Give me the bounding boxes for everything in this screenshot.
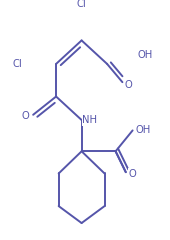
Text: O: O [128, 169, 136, 179]
Text: O: O [22, 111, 30, 121]
Text: Cl: Cl [77, 0, 87, 9]
Text: Cl: Cl [12, 59, 22, 69]
Text: OH: OH [138, 50, 153, 60]
Text: NH: NH [82, 115, 97, 125]
Text: O: O [125, 80, 133, 90]
Text: OH: OH [136, 126, 151, 135]
